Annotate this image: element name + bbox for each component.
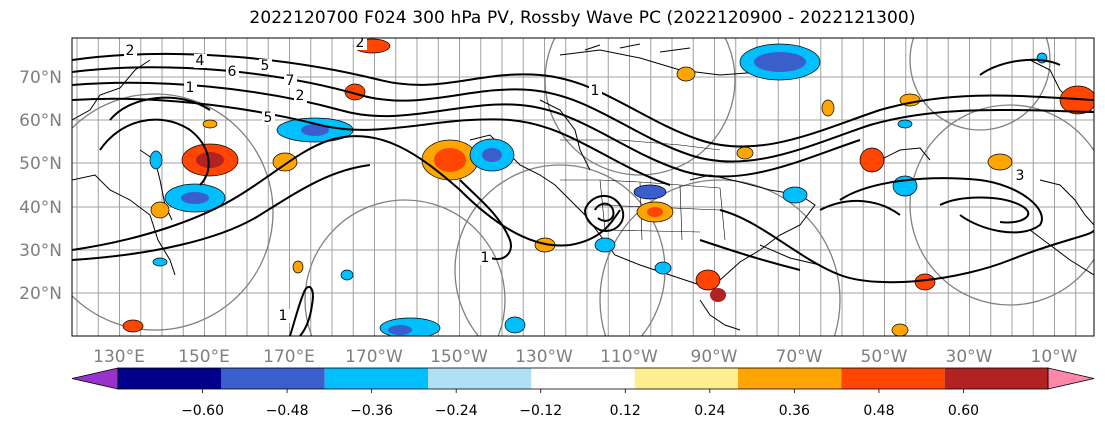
colorbar-tick-label: −0.36 bbox=[350, 403, 393, 419]
contour-value-label: 1 bbox=[279, 308, 288, 324]
lat-axis: 70°N 60°N 50°N 40°N 30°N 20°N bbox=[19, 68, 62, 304]
colorbar-ticks: −0.60 −0.48 −0.36 −0.24 −0.12 0.12 0.24 0.36 0.4… bbox=[181, 389, 979, 419]
colorbar-tick-label: −0.48 bbox=[266, 403, 309, 419]
contour-value-label: 3 bbox=[1084, 20, 1093, 36]
colorbar-tick-label: 0.48 bbox=[863, 403, 894, 419]
contour-value-label: 7 bbox=[286, 73, 295, 89]
colorbar-bin bbox=[221, 368, 325, 389]
contour-value-label: 2 bbox=[126, 43, 135, 59]
colorbar-tick-label: −0.24 bbox=[435, 403, 478, 419]
lon-label: 90°W bbox=[691, 347, 738, 367]
lon-label: 150°E bbox=[178, 347, 230, 367]
contour-value-label: 1 bbox=[481, 250, 490, 266]
lat-label: 40°N bbox=[19, 198, 62, 218]
colorbar-bin bbox=[531, 368, 635, 389]
colorbar-tick-label: 0.24 bbox=[694, 403, 725, 419]
pv-anomaly-fills bbox=[122, 38, 1094, 336]
lat-label: 20°N bbox=[19, 284, 62, 304]
colorbar-bin bbox=[944, 368, 1048, 389]
contour-labels: 2 4 5 6 7 1 2 3 1 2 5 3 1 1 bbox=[124, 20, 1093, 324]
contour-value-label: 2 bbox=[356, 35, 365, 51]
colorbar-bin bbox=[324, 368, 428, 389]
contour-value-label: 1 bbox=[186, 80, 195, 96]
lon-label: 110°W bbox=[600, 347, 658, 367]
lon-label: 170°E bbox=[263, 347, 315, 367]
lon-label: 30°W bbox=[946, 347, 993, 367]
colorbar-tick-label: −0.60 bbox=[181, 403, 224, 419]
lon-label: 70°W bbox=[776, 347, 823, 367]
colorbar-bin bbox=[738, 368, 842, 389]
colorbar-bin bbox=[634, 368, 738, 389]
colorbar-bin bbox=[841, 368, 945, 389]
lon-label: 170°W bbox=[345, 347, 403, 367]
colorbar-tick-label: 0.36 bbox=[779, 403, 810, 419]
colorbar-extend-max bbox=[1047, 367, 1095, 390]
colorbar-tick-label: −0.12 bbox=[519, 403, 562, 419]
lat-label: 70°N bbox=[19, 68, 62, 88]
contour-value-label: 5 bbox=[261, 58, 270, 74]
map-title: 2022120700 F024 300 hPa PV, Rossby Wave … bbox=[249, 8, 916, 28]
plot-frame bbox=[71, 37, 1095, 337]
lon-label: 130°W bbox=[515, 347, 573, 367]
contour-value-label: 6 bbox=[228, 64, 237, 80]
contour-value-label: 3 bbox=[1016, 168, 1025, 184]
colorbar-bin bbox=[428, 368, 532, 389]
colorbar bbox=[71, 367, 1095, 390]
contour-value-label: 2 bbox=[296, 88, 305, 104]
lon-label: 150°W bbox=[430, 347, 488, 367]
colorbar-tick-label: 0.12 bbox=[610, 403, 641, 419]
lat-label: 60°N bbox=[19, 111, 62, 131]
colorbar-extend-min bbox=[71, 367, 119, 390]
contour-value-label: 1 bbox=[591, 83, 600, 99]
colorbar-bin bbox=[118, 368, 222, 389]
lon-label: 10°W bbox=[1031, 347, 1078, 367]
lat-label: 30°N bbox=[19, 241, 62, 261]
lat-label: 50°N bbox=[19, 154, 62, 174]
lon-label: 50°W bbox=[861, 347, 908, 367]
contour-value-label: 4 bbox=[196, 53, 205, 69]
colorbar-tick-label: 0.60 bbox=[948, 403, 979, 419]
lon-label: 130°E bbox=[93, 347, 145, 367]
lon-axis: 130°E 150°E 170°E 170°W 150°W 130°W 110°W 90°W 7… bbox=[93, 347, 1078, 367]
contour-value-label: 5 bbox=[264, 110, 273, 126]
